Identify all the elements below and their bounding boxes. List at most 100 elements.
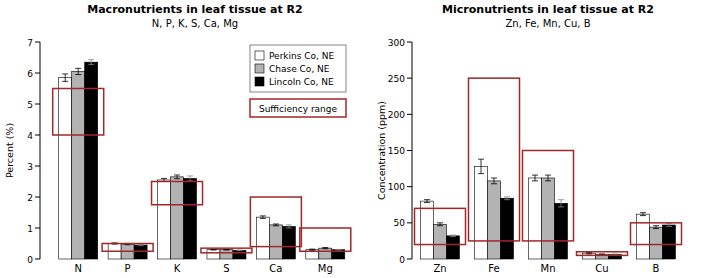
sufficiency-box (250, 197, 301, 247)
x-tick-label: S (223, 263, 229, 274)
legend-swatch (255, 64, 264, 73)
error-cap (309, 249, 315, 250)
error-cap (88, 64, 94, 65)
error-cap (236, 250, 242, 251)
error-stem (494, 178, 495, 184)
sufficiency-box (152, 182, 203, 205)
error-cap (424, 199, 430, 200)
sufficiency-box (300, 228, 351, 251)
error-cap (260, 218, 266, 219)
legend-swatch (255, 51, 264, 60)
error-cap (491, 183, 497, 184)
y-tick (407, 186, 412, 187)
error-cap (125, 244, 131, 245)
error-stem (440, 223, 441, 226)
error-bar (491, 178, 497, 184)
bar (663, 225, 676, 259)
error-cap (75, 68, 81, 69)
error-bar (450, 235, 456, 236)
error-bar (322, 248, 328, 249)
error-bar (478, 159, 484, 173)
error-cap (260, 215, 266, 216)
title: Macronutrients in leaf tissue at R2 (87, 3, 303, 16)
error-bar (545, 175, 551, 181)
error-cap (161, 178, 167, 179)
error-cap (424, 202, 430, 203)
error-cap (478, 173, 484, 174)
y-tick-label: 4 (27, 131, 33, 141)
y-tick-label: 100 (388, 182, 405, 192)
error-cap (558, 199, 564, 200)
subtitle: N, P, K, S, Ca, Mg (152, 18, 238, 29)
error-bar (62, 74, 68, 81)
y-tick-label: 300 (388, 38, 405, 48)
y-tick (35, 259, 40, 260)
error-cap (599, 253, 605, 254)
error-cap (273, 225, 279, 226)
error-cap (187, 175, 193, 176)
error-stem (78, 68, 79, 74)
legend-label: Sufficiency range (259, 104, 338, 114)
bar (421, 201, 434, 259)
bar (542, 178, 555, 259)
error-cap (75, 74, 81, 75)
error-stem (535, 175, 536, 181)
y-tick (407, 42, 412, 43)
y-tick-label: 6 (27, 69, 33, 79)
error-cap (586, 253, 592, 254)
x-tick-label: Mn (541, 263, 556, 274)
sufficiency-box (415, 208, 466, 244)
error-cap (491, 177, 497, 178)
sufficiency-box (469, 78, 520, 241)
bar (256, 217, 269, 259)
bar (134, 245, 147, 259)
y-tick (35, 73, 40, 74)
bar (72, 71, 85, 259)
error-bar (558, 200, 564, 207)
error-cap (286, 224, 292, 225)
error-stem (656, 226, 657, 229)
error-cap (545, 180, 551, 181)
error-cap (138, 245, 144, 246)
chart: Macronutrients in leaf tissue at R2 N, P,… (4, 3, 351, 274)
error-bar (640, 213, 646, 216)
error-cap (504, 196, 510, 197)
y-tick (35, 104, 40, 105)
error-bar (437, 223, 443, 226)
y-tick-label: 1 (27, 224, 33, 234)
error-bar (138, 244, 144, 245)
error-stem (91, 60, 92, 65)
y-tick (407, 259, 412, 260)
error-stem (177, 175, 178, 179)
error-cap (666, 226, 672, 227)
error-cap (504, 199, 510, 200)
bar (637, 214, 650, 259)
bar (555, 203, 568, 259)
error-cap (62, 73, 68, 74)
error-cap (532, 180, 538, 181)
error-bar (75, 68, 81, 74)
error-cap (640, 215, 646, 216)
error-cap (612, 253, 618, 254)
x-tick-label: Fe (488, 263, 499, 274)
bar (434, 224, 447, 259)
x-tick-label: P (125, 263, 131, 274)
error-stem (669, 224, 670, 227)
y-tick-label: 7 (27, 38, 33, 48)
bar (475, 166, 488, 259)
error-bar (424, 200, 430, 203)
subtitle: Zn, Fe, Mn, Cu, B (505, 18, 590, 29)
chart: Micronutrients in leaf tissue at R2 Zn, F… (376, 3, 682, 274)
error-cap (273, 223, 279, 224)
bar (184, 178, 197, 259)
error-stem (507, 197, 508, 200)
bar (158, 180, 171, 259)
y-tick (407, 150, 412, 151)
error-bar (586, 252, 592, 253)
title: Micronutrients in leaf tissue at R2 (442, 3, 654, 16)
y-tick-label: 0 (27, 255, 33, 265)
error-cap (450, 235, 456, 236)
error-bar (187, 176, 193, 181)
plot-area (415, 78, 682, 259)
error-bar (309, 249, 315, 250)
